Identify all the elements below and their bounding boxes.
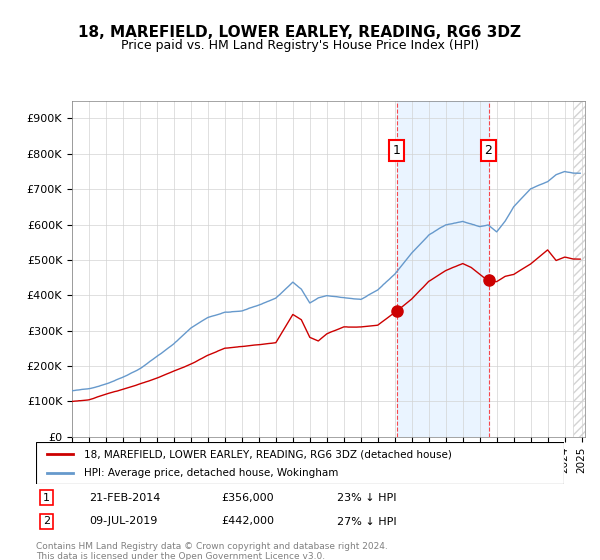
Text: 27% ↓ HPI: 27% ↓ HPI — [337, 516, 397, 526]
Text: 09-JUL-2019: 09-JUL-2019 — [89, 516, 157, 526]
Text: 2: 2 — [485, 144, 493, 157]
FancyBboxPatch shape — [36, 442, 564, 484]
Text: 1: 1 — [43, 493, 50, 503]
Text: £442,000: £442,000 — [221, 516, 274, 526]
Text: 18, MAREFIELD, LOWER EARLEY, READING, RG6 3DZ (detached house): 18, MAREFIELD, LOWER EARLEY, READING, RG… — [83, 449, 451, 459]
Text: £356,000: £356,000 — [221, 493, 274, 503]
Text: 2: 2 — [43, 516, 50, 526]
Text: 23% ↓ HPI: 23% ↓ HPI — [337, 493, 397, 503]
Text: HPI: Average price, detached house, Wokingham: HPI: Average price, detached house, Woki… — [83, 468, 338, 478]
Text: Contains HM Land Registry data © Crown copyright and database right 2024.
This d: Contains HM Land Registry data © Crown c… — [36, 542, 388, 560]
Text: 1: 1 — [393, 144, 401, 157]
Bar — [573, 101, 585, 437]
Bar — [397, 101, 488, 437]
Text: 21-FEB-2014: 21-FEB-2014 — [89, 493, 160, 503]
Text: Price paid vs. HM Land Registry's House Price Index (HPI): Price paid vs. HM Land Registry's House … — [121, 39, 479, 52]
Bar — [573, 101, 585, 437]
Text: 18, MAREFIELD, LOWER EARLEY, READING, RG6 3DZ: 18, MAREFIELD, LOWER EARLEY, READING, RG… — [79, 25, 521, 40]
